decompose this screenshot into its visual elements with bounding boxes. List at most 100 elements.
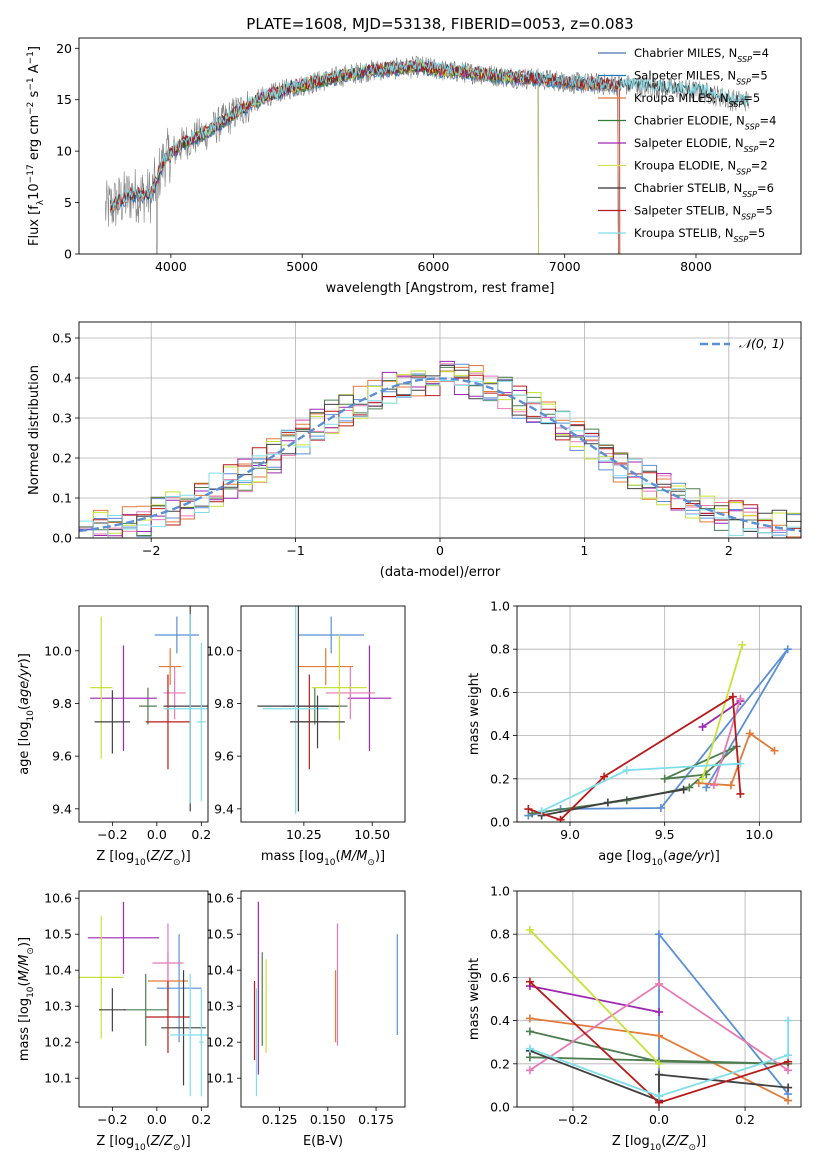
- series-marker: [600, 772, 609, 781]
- x-tick-label: 0.125: [262, 1112, 298, 1127]
- y-axis-label: mass [log10(M/M⊙)]: [17, 937, 36, 1061]
- plot-area: [524, 640, 792, 822]
- x-tick-label: 0.2: [735, 1112, 755, 1127]
- y-tick-label: 0.0: [490, 1100, 510, 1115]
- legend-entry: Kroupa ELODIE, NSSP=2: [634, 159, 768, 177]
- y-axis-label: mass weight: [467, 673, 482, 755]
- series-marker: [655, 1059, 663, 1068]
- y-tick-label: 0.4: [490, 1013, 510, 1028]
- series-line-panel_cyan: [529, 1020, 789, 1098]
- x-axis-label: E(B-V): [303, 1134, 343, 1149]
- y-tick-label: 9.4: [214, 801, 234, 816]
- y-tick-label: 0.4: [52, 371, 72, 386]
- y-tick-label: 10.6: [206, 891, 234, 906]
- series-marker: [685, 783, 694, 792]
- y-tick-label: 0.3: [52, 411, 72, 426]
- y-tick-label: 0.2: [52, 451, 72, 466]
- legend-entry: Chabrier ELODIE, NSSP=4: [634, 114, 776, 132]
- y-tick-label: 20: [56, 41, 72, 56]
- series-line-panel_pink: [713, 698, 742, 786]
- y-tick-label: 0.6: [490, 970, 510, 985]
- y-tick-label: 15: [56, 92, 72, 107]
- legend-entry: Salpeter STELIB, NSSP=5: [634, 204, 773, 222]
- series-marker: [525, 1066, 534, 1075]
- y-tick-label: 9.6: [52, 749, 72, 764]
- series-marker: [770, 746, 779, 755]
- series-marker: [784, 1016, 793, 1025]
- axes-frame: [78, 890, 209, 1108]
- y-tick-label: 10.4: [206, 963, 234, 978]
- model-line-kroupa_stelib: [110, 58, 749, 209]
- y-tick-label: 10.5: [206, 927, 234, 942]
- plot-area: [105, 55, 749, 254]
- series-line-panel_dark: [529, 1049, 789, 1102]
- legend-entry: Salpeter MILES, NSSP=5: [634, 69, 768, 87]
- model-line-chabrier_elodie: [157, 62, 539, 254]
- axes-frame: [78, 605, 209, 823]
- plot-area: [525, 925, 793, 1107]
- x-axis-label: Z [log10(Z/Z⊙)]: [96, 1134, 190, 1153]
- panel-0: 4000 5000 6000 7000 8000 0 5 10 15 20 wavelength […: [26, 37, 802, 296]
- series-marker: [655, 1031, 663, 1040]
- y-tick-label: 10.1: [206, 1071, 234, 1086]
- plot-area: [79, 901, 208, 1097]
- series-marker: [784, 1096, 793, 1105]
- series-marker: [736, 789, 745, 798]
- x-axis-label: Z [log10(Z/Z⊙)]: [612, 1134, 706, 1153]
- legend-entry: 𝒩(0, 1): [739, 336, 785, 351]
- plot-area: [79, 360, 801, 538]
- series-marker: [524, 805, 533, 814]
- series-marker: [784, 1051, 793, 1060]
- x-tick-label: 1: [580, 543, 588, 558]
- axes-frame: [78, 37, 802, 255]
- y-tick-label: 0.1: [52, 491, 72, 506]
- series-marker: [698, 774, 707, 783]
- series-marker: [655, 1092, 663, 1101]
- y-tick-label: 10: [56, 144, 72, 159]
- y-tick-label: 10.4: [44, 963, 72, 978]
- model-line-salpeter_elodie: [157, 60, 539, 254]
- y-tick-label: 0.2: [490, 771, 510, 786]
- axes-frame: [240, 605, 406, 823]
- histogram-step-panel_cyan: [79, 377, 801, 538]
- x-tick-label: 0.2: [191, 827, 211, 842]
- model-line-kroupa_miles: [110, 62, 619, 254]
- x-axis-label: Z [log10(Z/Z⊙)]: [96, 849, 190, 868]
- x-tick-label: 10.25: [286, 827, 322, 842]
- series-marker: [556, 815, 565, 822]
- series-marker: [525, 925, 534, 934]
- y-tick-label: 5: [64, 195, 72, 210]
- y-tick-label: 0.4: [490, 728, 510, 743]
- series-marker: [525, 1014, 534, 1023]
- series-marker: [603, 798, 612, 807]
- legend-entry: Kroupa STELIB, NSSP=5: [634, 226, 765, 244]
- series-marker: [709, 781, 718, 790]
- plot-area: [257, 606, 392, 815]
- legend-entry: Kroupa MILES, NSSP=5: [634, 91, 760, 109]
- x-tick-label: −1: [286, 543, 304, 558]
- series-line-panel_cyan: [541, 762, 741, 813]
- series-marker: [738, 640, 747, 649]
- y-axis-label: age [log10(age/yr)]: [17, 653, 36, 775]
- panel-3: 10.25 10.50 9.4 9.6 9.8 10.0 mass [log10(M/M⊙)…: [206, 605, 406, 868]
- x-axis-label: age [log10(age/yr)]: [598, 849, 720, 868]
- series-line-panel_lime: [701, 644, 744, 780]
- x-axis-label: mass [log10(M/M⊙)]: [261, 849, 385, 868]
- series-marker: [694, 779, 703, 788]
- panel-2: −0.2 0.0 0.2 9.4 9.6 9.8 10.0 Z [log10(Z/Z⊙)] ag…: [17, 605, 211, 868]
- y-tick-label: 0.8: [490, 642, 510, 657]
- y-tick-label: 9.8: [214, 696, 234, 711]
- y-tick-label: 1.0: [490, 599, 510, 614]
- y-axis-label: Flux [fλ10−17 erg cm−2 s−1 A−1]: [26, 46, 46, 246]
- x-tick-label: 0.175: [358, 1112, 394, 1127]
- y-tick-label: 10.3: [44, 999, 72, 1014]
- x-tick-label: 0.2: [191, 1112, 211, 1127]
- model-line-salpeter_stelib: [110, 59, 621, 254]
- x-axis-label: wavelength [Angstrom, rest frame]: [326, 281, 555, 296]
- plot-area: [90, 606, 208, 812]
- y-tick-label: 10.2: [44, 1035, 72, 1050]
- model-line-chabrier_miles: [110, 62, 619, 254]
- series-marker: [537, 807, 546, 816]
- x-axis-label: (data-model)/error: [380, 565, 501, 580]
- axes-frame: [78, 321, 802, 539]
